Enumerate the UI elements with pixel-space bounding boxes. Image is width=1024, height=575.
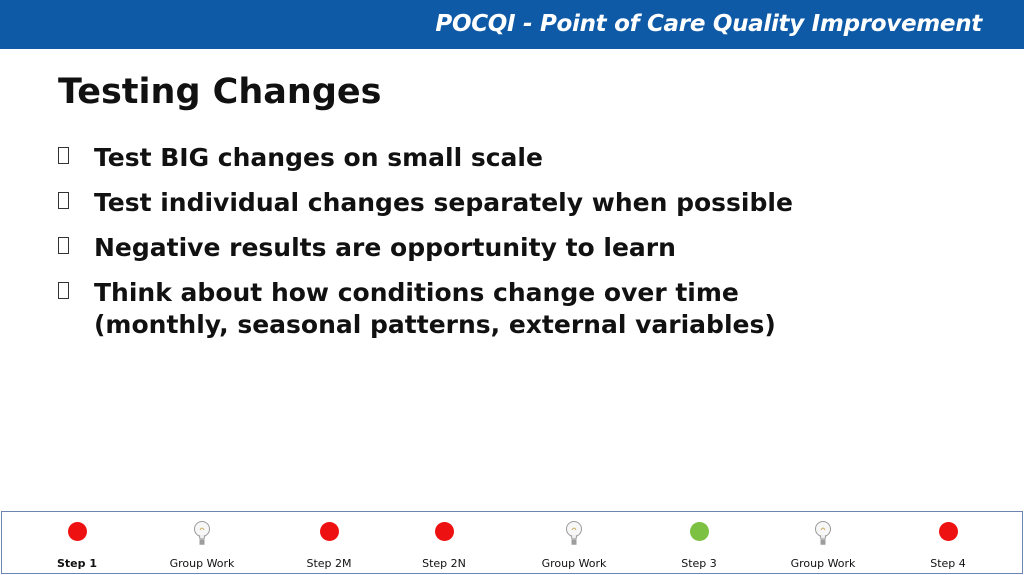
nav-label: Step 1 [57, 557, 97, 570]
lightbulb-icon [815, 521, 831, 545]
nav-group-work[interactable]: Group Work [514, 512, 634, 574]
nav-group-work[interactable]: Group Work [142, 512, 262, 574]
nav-label: Group Work [541, 557, 607, 570]
bullet-item: Think about how conditions change over t… [58, 277, 958, 341]
nav-step-1[interactable]: Step 1 [17, 512, 137, 574]
bullet-text: Test BIG changes on small scale [94, 143, 543, 172]
bullet-square-icon [58, 147, 69, 164]
nav-step-3[interactable]: Step 3 [639, 512, 759, 574]
bullet-text: Negative results are opportunity to lear… [94, 233, 676, 262]
red-dot-icon [938, 522, 958, 541]
bullet-item: Test individual changes separately when … [58, 187, 958, 219]
nav-group-work[interactable]: Group Work [763, 512, 883, 574]
bullet-square-icon [58, 282, 69, 299]
bullet-subtext: (monthly, seasonal patterns, external va… [94, 310, 776, 339]
nav-label: Step 3 [681, 557, 717, 570]
bullet-text: Test individual changes separately when … [94, 188, 793, 217]
nav-step-2m[interactable]: Step 2M [269, 512, 389, 574]
bullet-item: Negative results are opportunity to lear… [58, 232, 958, 264]
green-dot-icon [689, 522, 709, 541]
nav-label: Step 2M [306, 557, 352, 570]
bullet-square-icon [58, 192, 69, 209]
nav-label: Step 4 [930, 557, 966, 570]
nav-label: Step 2N [422, 557, 466, 570]
bullet-square-icon [58, 237, 69, 254]
nav-label: Group Work [790, 557, 856, 570]
bullet-item: Test BIG changes on small scale [58, 142, 958, 174]
nav-label: Group Work [169, 557, 235, 570]
lightbulb-icon [194, 521, 210, 545]
header-title: POCQI - Point of Care Quality Improvemen… [435, 11, 982, 37]
bullet-list: Test BIG changes on small scale Test ind… [58, 142, 958, 354]
lightbulb-icon [566, 521, 582, 545]
bullet-text: Think about how conditions change over t… [94, 278, 739, 307]
slide-title: Testing Changes [58, 72, 382, 112]
red-dot-icon [67, 522, 87, 541]
footer-step-nav: Step 1 Group Work Step 2M Step 2N Group … [1, 511, 1023, 574]
red-dot-icon [434, 522, 454, 541]
header-bar: POCQI - Point of Care Quality Improvemen… [0, 0, 1024, 49]
nav-step-2n[interactable]: Step 2N [384, 512, 504, 574]
nav-step-4[interactable]: Step 4 [888, 512, 1008, 574]
red-dot-icon [319, 522, 339, 541]
